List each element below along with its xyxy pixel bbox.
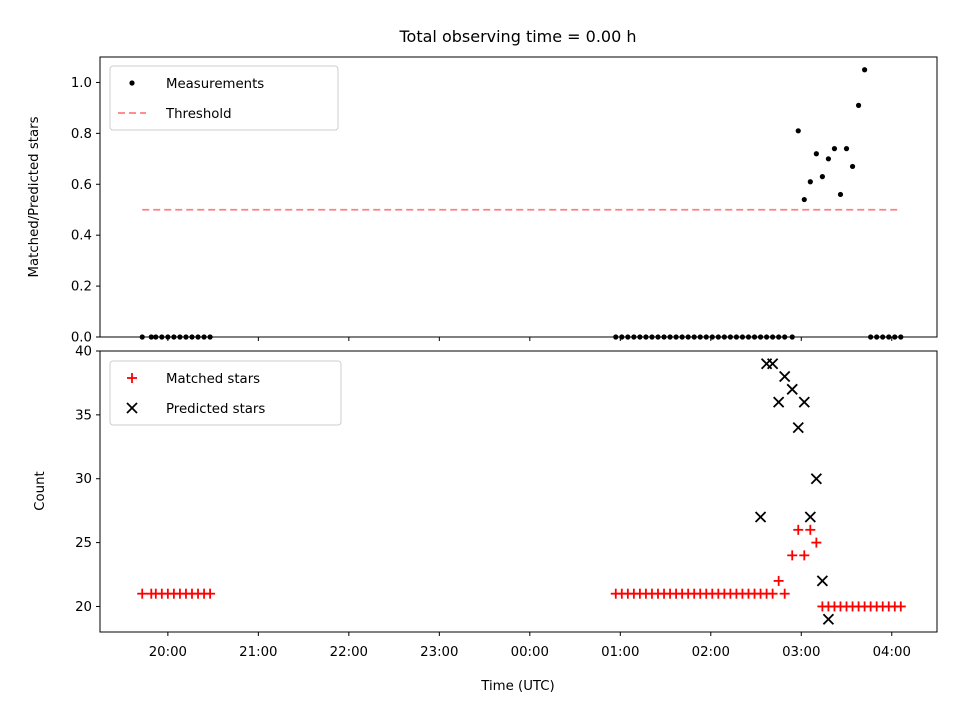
bottom-chart-legend-swatch (127, 373, 137, 383)
matched-star-point (767, 588, 778, 599)
top-chart-title: Total observing time = 0.00 h (398, 27, 636, 46)
top-chart-y-tick-label: 0.2 (71, 280, 92, 295)
measurement-point (825, 156, 832, 162)
top-chart-y-ticks: 0.0 0.2 0.4 0.6 0.8 1.0 (71, 76, 100, 346)
matched-star-point (895, 601, 906, 612)
bottom-chart-x-ticks: 20:00 21:00 22:00 23:00 00:00 01:00 02:00 03:00… (149, 632, 911, 660)
bottom-chart-legend: Matched stars Predicted stars (109, 360, 342, 426)
bottom-chart-legend-box (109, 360, 342, 426)
bottom-chart-legend-label: Predicted stars (166, 402, 265, 417)
bottom-chart-frame (99, 350, 938, 633)
top-chart-y-tick-label: 0.8 (71, 127, 92, 142)
bottom-chart-y-tick-label: 20 (75, 600, 92, 615)
measurement-point (819, 174, 825, 180)
measurement-point (813, 151, 819, 157)
top-chart-legend-label: Threshold (165, 107, 232, 122)
measurement-point (831, 146, 838, 152)
predicted-star-point (773, 396, 785, 408)
matched-star-point (811, 537, 822, 548)
top-chart-y-axis-label: Matched/Predicted stars (27, 116, 42, 277)
top-chart-legend-label: Measurements (166, 77, 264, 92)
matched-star-point (779, 588, 790, 599)
measurement-point (855, 102, 862, 108)
bottom-chart-x-tick-label: 22:00 (330, 645, 368, 660)
matched-star-point (205, 588, 216, 599)
measurement-point (862, 67, 868, 73)
top-chart-y-tick-label: 0.0 (71, 331, 92, 346)
top-chart-x-ticks (167, 337, 893, 341)
bottom-chart: 20 25 30 35 40 20:00 21:00 22:00 23:00 00:00 01:0… (33, 345, 938, 694)
bottom-chart-x-axis-label: Time (UTC) (480, 679, 555, 694)
predicted-star-point (786, 383, 798, 395)
top-chart-frame (99, 56, 938, 338)
bottom-chart-x-tick-label: 20:00 (149, 645, 187, 660)
bottom-chart-legend-label: Matched stars (166, 372, 260, 387)
top-chart-y-tick-label: 0.4 (71, 229, 92, 244)
bottom-chart-y-tick-label: 40 (75, 345, 92, 360)
predicted-star-point (798, 396, 810, 408)
top-chart-legend-box (109, 65, 339, 131)
predicted-star-point (810, 473, 822, 485)
bottom-chart-y-axis-label: Count (33, 471, 48, 511)
bottom-chart-x-tick-label: 00:00 (511, 645, 549, 660)
top-chart-legend: Measurements Threshold (109, 65, 339, 131)
top-chart: 0.0 0.2 0.4 0.6 0.8 1.0 Matched/Predicted sta… (27, 56, 938, 346)
bottom-chart-marks (137, 358, 906, 625)
measurement-point (849, 163, 856, 170)
predicted-star-point (766, 358, 779, 370)
bottom-chart-x-tick-label: 04:00 (873, 645, 911, 660)
bottom-chart-y-tick-label: 35 (75, 408, 92, 423)
matched-star-point (793, 524, 804, 535)
bottom-chart-x-tick-label: 23:00 (420, 645, 458, 660)
top-chart-marks (139, 67, 904, 340)
bottom-chart-y-ticks: 20 25 30 35 40 (75, 345, 100, 615)
bottom-chart-x-tick-label: 02:00 (692, 645, 730, 660)
predicted-star-point (816, 575, 829, 587)
matched-star-point (787, 550, 798, 561)
bottom-chart-legend-swatch (126, 402, 138, 414)
top-chart-y-tick-label: 1.0 (71, 76, 92, 91)
predicted-star-point (792, 421, 804, 434)
predicted-star-point (754, 511, 767, 523)
bottom-chart-x-tick-label: 01:00 (601, 645, 639, 660)
measurement-point (795, 128, 801, 134)
matched-star-point (773, 575, 784, 586)
bottom-chart-y-tick-label: 30 (75, 472, 92, 487)
measurement-point (843, 146, 850, 152)
matched-star-point (799, 550, 810, 561)
top-chart-legend-swatch (129, 80, 135, 86)
predicted-star-point (779, 370, 791, 383)
predicted-star-point (804, 511, 816, 523)
matched-star-point (805, 524, 816, 535)
measurement-point (801, 196, 807, 203)
top-chart-y-tick-label: 0.6 (71, 178, 92, 193)
measurement-point (807, 179, 813, 185)
bottom-chart-x-tick-label: 03:00 (782, 645, 820, 660)
predicted-star-point (822, 613, 835, 625)
matched-star-point (137, 588, 148, 599)
measurement-point (837, 191, 844, 198)
bottom-chart-y-tick-label: 25 (75, 536, 92, 551)
bottom-chart-x-tick-label: 21:00 (239, 645, 277, 660)
